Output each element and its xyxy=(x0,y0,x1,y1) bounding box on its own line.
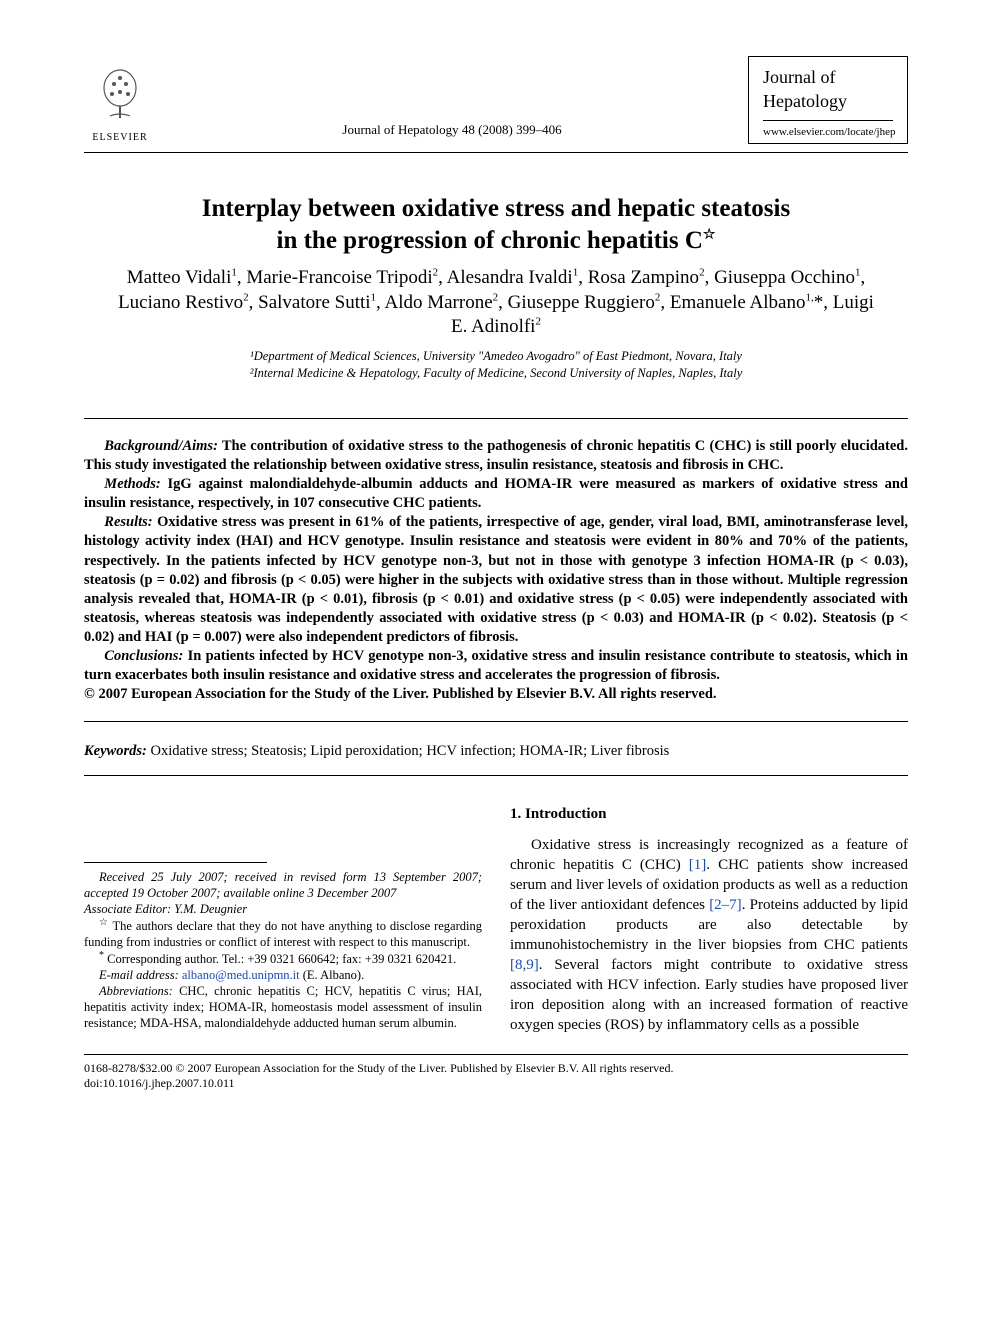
keywords-label: Keywords: xyxy=(84,743,147,759)
affiliation-1: ¹Department of Medical Sciences, Univers… xyxy=(84,348,908,365)
journal-url[interactable]: www.elsevier.com/locate/jhep xyxy=(763,125,893,140)
affiliation-2: ²Internal Medicine & Hepatology, Faculty… xyxy=(84,365,908,382)
introduction-heading: 1. Introduction xyxy=(510,804,908,824)
article-title: Interplay between oxidative stress and h… xyxy=(124,193,868,256)
keywords-text: Oxidative stress; Steatosis; Lipid perox… xyxy=(147,743,669,759)
abstract-block: Background/Aims: The contribution of oxi… xyxy=(84,418,908,722)
body-columns: Received 25 July 2007; received in revis… xyxy=(84,804,908,1036)
disclosure-footnote: ☆ The authors declare that they do not h… xyxy=(84,917,482,950)
citation-link[interactable]: [2–7] xyxy=(709,897,742,913)
star-marker-icon: ☆ xyxy=(99,917,109,928)
footer-doi: doi:10.1016/j.jhep.2007.10.011 xyxy=(84,1076,908,1092)
publisher-logo: ELSEVIER xyxy=(84,66,156,145)
footer-rule xyxy=(84,1054,908,1055)
title-footnote-star-icon: ☆ xyxy=(703,227,716,242)
elsevier-tree-icon xyxy=(92,66,148,129)
journal-title-box: Journal of Hepatology www.elsevier.com/l… xyxy=(748,56,908,144)
introduction-paragraph: Oxidative stress is increasingly recogni… xyxy=(510,836,908,1035)
footer-copyright: 0168-8278/$32.00 © 2007 European Associa… xyxy=(84,1061,908,1077)
page-footer: 0168-8278/$32.00 © 2007 European Associa… xyxy=(84,1061,908,1092)
page-header: ELSEVIER Journal of Hepatology 48 (2008)… xyxy=(84,56,908,144)
abstract-results: Results: Oxidative stress was present in… xyxy=(84,513,908,647)
journal-reference: Journal of Hepatology 48 (2008) 399–406 xyxy=(156,121,748,145)
received-dates: Received 25 July 2007; received in revis… xyxy=(84,869,482,901)
corresponding-footnote: * Corresponding author. Tel.: +39 0321 6… xyxy=(84,950,482,967)
journal-name: Journal of Hepatology xyxy=(763,65,893,121)
abstract-conclusions: Conclusions: In patients infected by HCV… xyxy=(84,647,908,685)
citation-link[interactable]: [8,9] xyxy=(510,957,539,973)
publisher-name: ELSEVIER xyxy=(92,131,147,145)
abstract-background: Background/Aims: The contribution of oxi… xyxy=(84,437,908,475)
author-list: Matteo Vidali1, Marie-Francoise Tripodi2… xyxy=(114,266,878,340)
affiliations: ¹Department of Medical Sciences, Univers… xyxy=(84,348,908,382)
email-footnote: E-mail address: albano@med.unipmn.it (E.… xyxy=(84,967,482,983)
keywords-block: Keywords: Oxidative stress; Steatosis; L… xyxy=(84,732,908,777)
footnote-rule xyxy=(84,862,267,863)
left-column: Received 25 July 2007; received in revis… xyxy=(84,804,482,1031)
header-rule xyxy=(84,152,908,153)
right-column: 1. Introduction Oxidative stress is incr… xyxy=(510,804,908,1036)
abbreviations-footnote: Abbreviations: CHC, chronic hepatitis C;… xyxy=(84,983,482,1031)
abstract-copyright: © 2007 European Association for the Stud… xyxy=(84,685,908,704)
citation-link[interactable]: [1] xyxy=(689,857,707,873)
footnotes-block: Received 25 July 2007; received in revis… xyxy=(84,869,482,1031)
abstract-methods: Methods: IgG against malondialdehyde-alb… xyxy=(84,475,908,513)
associate-editor: Associate Editor: Y.M. Deugnier xyxy=(84,901,482,917)
corresponding-email-link[interactable]: albano@med.unipmn.it xyxy=(182,968,300,982)
